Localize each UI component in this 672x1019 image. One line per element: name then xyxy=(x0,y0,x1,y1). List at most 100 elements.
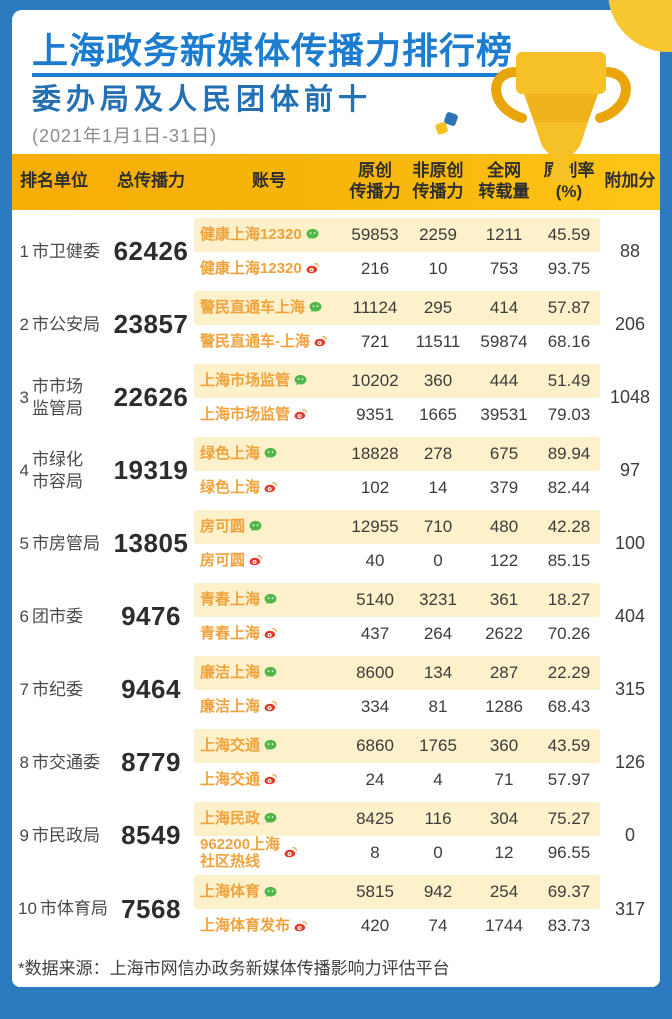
unit-name: 市卫健委 xyxy=(32,241,100,261)
non-original-value: 116 xyxy=(424,808,452,828)
rate-value: 22.29 xyxy=(547,662,591,682)
non-original-value: 74 xyxy=(428,916,448,935)
non-original-value: 2259 xyxy=(419,224,457,244)
account-name: 上海市场监管 xyxy=(200,405,291,423)
header: 上海政务新媒体传播力排行榜 委办局及人民团体前十 (2021年1月1日-31日) xyxy=(12,10,660,148)
repost-value: 361 xyxy=(489,589,519,609)
total-score: 22626 xyxy=(113,382,189,412)
rank-number: 5 xyxy=(19,533,29,553)
accounts-group: 上海交通 6860 1765 360 43.59 上海交通 xyxy=(194,728,600,797)
rank-number: 4 xyxy=(19,460,29,480)
rank-unit-cell: 8 市交通委 xyxy=(12,752,108,773)
original-value: 59853 xyxy=(351,224,399,244)
wechat-icon xyxy=(263,665,278,680)
account-name: 健康上海12320 xyxy=(200,225,302,243)
repost-value: 444 xyxy=(489,370,519,390)
table-row: 6 团市委 9476 青春上海 5140 3231 36 xyxy=(12,582,660,651)
non-original-value: 134 xyxy=(423,662,453,682)
accounts-group: 绿色上海 18828 278 675 89.94 绿色上海 xyxy=(194,436,600,505)
table-row: 8 市交通委 8779 上海交通 6860 1765 3 xyxy=(12,728,660,797)
repost-value: 360 xyxy=(489,735,519,755)
rate-value: 43.59 xyxy=(547,735,591,755)
non-original-value: 3231 xyxy=(419,589,457,609)
rank-unit-cell: 6 团市委 xyxy=(12,606,108,627)
accounts-group: 青春上海 5140 3231 361 18.27 青春上海 xyxy=(194,582,600,651)
wechat-icon xyxy=(305,227,320,242)
repost-value: 675 xyxy=(489,443,519,463)
account-name: 廉洁上海 xyxy=(200,663,261,681)
account-row-weibo: 上海体育发布 420 74 1744 83.73 xyxy=(194,909,600,943)
account-name: 青春上海 xyxy=(200,624,261,642)
account-name: 青春上海 xyxy=(200,590,261,608)
non-original-value: 942 xyxy=(423,882,453,901)
account-name-cell: 上海市场监管 xyxy=(194,406,344,423)
non-original-value: 360 xyxy=(423,370,453,390)
repost-value: 71 xyxy=(494,769,514,789)
original-value: 5140 xyxy=(356,589,394,609)
weibo-icon xyxy=(263,699,278,714)
original-value: 437 xyxy=(360,623,390,643)
rate-value: 79.03 xyxy=(547,404,591,424)
total-score: 19319 xyxy=(113,455,189,485)
non-original-value: 4 xyxy=(433,769,443,789)
account-name-cell: 健康上海12320 xyxy=(194,260,344,277)
trophy-icon xyxy=(476,42,646,197)
total-score: 9464 xyxy=(121,674,181,704)
rate-value: 85.15 xyxy=(547,550,591,570)
account-name: 上海交通 xyxy=(200,736,261,754)
table-body: 1 市卫健委 62426 健康上海12320 59853 2259 xyxy=(12,210,660,949)
unit-name: 团市委 xyxy=(32,606,83,626)
rank-number: 7 xyxy=(19,679,29,699)
account-name-cell: 青春上海 xyxy=(194,625,344,642)
weibo-icon xyxy=(293,407,308,422)
unit-name: 市纪委 xyxy=(32,679,83,699)
bonus-score: 404 xyxy=(614,606,646,626)
wechat-icon xyxy=(263,592,278,607)
rate-value: 68.16 xyxy=(547,331,591,351)
account-row-wechat: 青春上海 5140 3231 361 18.27 xyxy=(194,582,600,617)
table-row: 4 市绿化 市容局 19319 绿色上海 18828 278 xyxy=(12,436,660,505)
repost-value: 59874 xyxy=(480,331,528,351)
repost-value: 480 xyxy=(489,516,519,536)
account-row-wechat: 上海体育 5815 942 254 69.37 xyxy=(194,875,600,909)
account-name-cell: 房可圆 xyxy=(194,552,344,569)
total-score: 23857 xyxy=(113,309,189,339)
account-row-wechat: 警民直通车上海 11124 295 414 57.87 xyxy=(194,290,600,325)
brush-deco-icon xyxy=(432,110,464,145)
account-name-cell: 廉洁上海 xyxy=(194,698,344,715)
repost-value: 39531 xyxy=(480,404,528,424)
rate-value: 93.75 xyxy=(547,258,591,278)
unit-name: 市市场 监管局 xyxy=(32,377,83,418)
column-header-original: 原创 传播力 xyxy=(349,161,401,201)
page-subtitle: 委办局及人民团体前十 xyxy=(32,84,373,117)
bonus-score: 88 xyxy=(619,241,641,261)
repost-value: 753 xyxy=(489,258,519,278)
total-score: 8779 xyxy=(121,747,181,777)
bonus-score: 1048 xyxy=(609,387,651,407)
rank-number: 3 xyxy=(19,387,29,407)
accounts-group: 上海体育 5815 942 254 69.37 上海体育发布 xyxy=(194,875,600,943)
bonus-score: 317 xyxy=(614,898,646,919)
column-header-bonus: 附加分 xyxy=(604,171,656,191)
total-score: 62426 xyxy=(113,236,189,266)
account-row-wechat: 上海民政 8425 116 304 75.27 xyxy=(194,801,600,836)
rank-unit-cell: 1 市卫健委 xyxy=(12,241,108,262)
account-name: 上海市场监管 xyxy=(200,371,291,389)
non-original-value: 278 xyxy=(423,443,453,463)
repost-value: 254 xyxy=(489,882,519,901)
account-name: 上海体育 xyxy=(200,883,261,901)
account-name: 房可圆 xyxy=(200,551,246,569)
bonus-score: 97 xyxy=(619,460,641,480)
weibo-icon xyxy=(263,626,278,641)
weibo-icon xyxy=(263,480,278,495)
weibo-icon xyxy=(293,919,308,934)
accounts-group: 健康上海12320 59853 2259 1211 45.59 健 xyxy=(194,217,600,286)
rate-value: 45.59 xyxy=(547,224,591,244)
rank-unit-cell: 7 市纪委 xyxy=(12,679,108,700)
rate-value: 82.44 xyxy=(547,477,591,497)
rank-number: 9 xyxy=(19,825,29,845)
rate-value: 89.94 xyxy=(547,443,591,463)
column-header-non-original: 非原创 传播力 xyxy=(412,161,464,201)
account-name: 警民直通车上海 xyxy=(200,298,306,316)
rate-value: 57.87 xyxy=(547,297,591,317)
